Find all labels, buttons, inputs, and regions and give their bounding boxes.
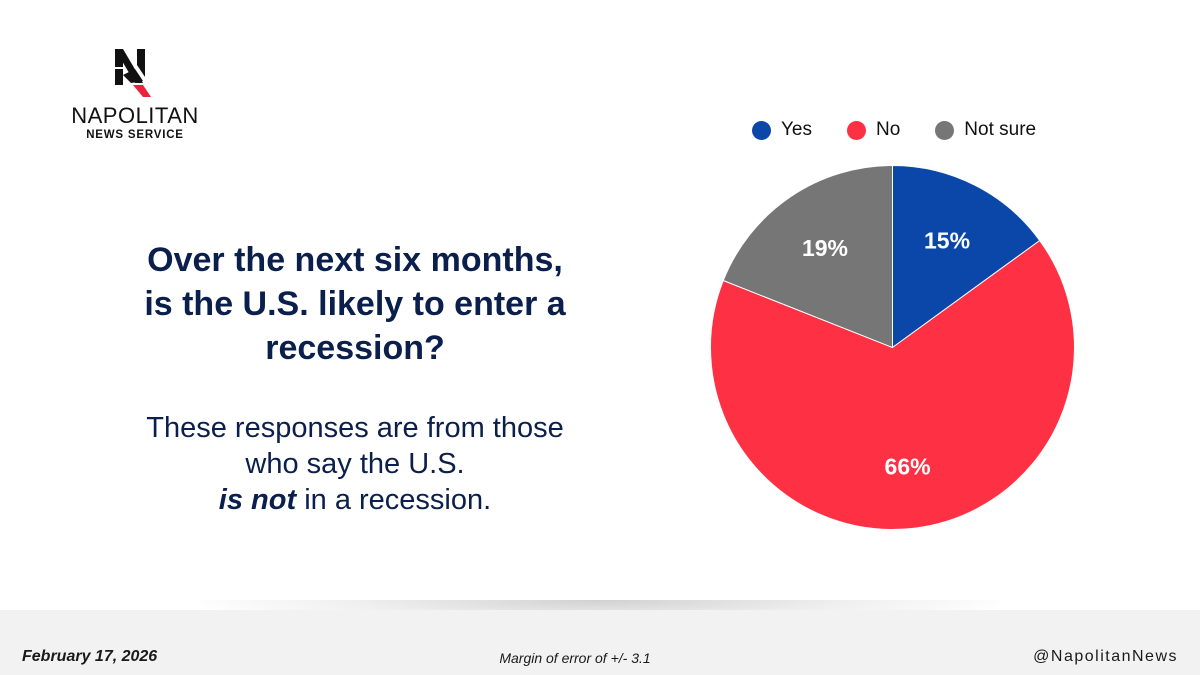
pie-data-label-no: 66%	[885, 454, 931, 480]
pie-data-label-not-sure: 19%	[802, 235, 848, 261]
pie-slice-yes	[892, 164, 1041, 349]
pie-slice-not-sure	[722, 164, 893, 349]
note-rest: in a recession.	[296, 484, 492, 516]
logo-name: NAPOLITAN	[71, 103, 199, 128]
question-line: is the U.S. likely to enter a	[144, 285, 566, 323]
pie-chart: 15% 66% 19%	[710, 164, 1075, 530]
note-line: who say the U.S.	[245, 448, 465, 480]
note-line: is not in a recession.	[55, 482, 655, 518]
pie-slice-no	[710, 239, 1075, 530]
footer-margin-of-error: Margin of error of +/- 3.1	[499, 650, 651, 666]
napolitan-n-eagle-icon	[115, 49, 151, 97]
legend-item-yes: Yes	[752, 119, 812, 141]
note-line: These responses are from those	[146, 412, 564, 444]
pie-data-label-yes: 15%	[924, 227, 970, 253]
chart-legend: Yes No Not sure	[752, 116, 1071, 144]
legend-label-yes: Yes	[781, 119, 812, 140]
question-line: Over the next six months,	[147, 241, 563, 279]
footer-date: February 17, 2026	[22, 648, 158, 665]
question-line: recession?	[265, 329, 445, 367]
logo-subtitle: NEWS SERVICE	[86, 129, 184, 141]
legend-item-no: No	[847, 119, 900, 141]
footer-bar	[0, 610, 1200, 675]
legend-swatch-no	[847, 120, 866, 140]
question-heading: Over the next six months, is the U.S. li…	[55, 238, 655, 370]
respondent-note: These responses are from those who say t…	[55, 410, 655, 518]
legend-label-no: No	[876, 119, 901, 140]
napolitan-logo: NAPOLITAN NEWS SERVICE	[55, 45, 215, 145]
legend-swatch-not-sure	[935, 120, 955, 140]
legend-label-not-sure: Not sure	[964, 119, 1037, 140]
legend-item-not-sure: Not sure	[935, 119, 1036, 141]
note-emphasis: is not	[218, 484, 297, 516]
footer-handle: @NapolitanNews	[1033, 648, 1178, 665]
legend-swatch-yes	[752, 120, 771, 140]
